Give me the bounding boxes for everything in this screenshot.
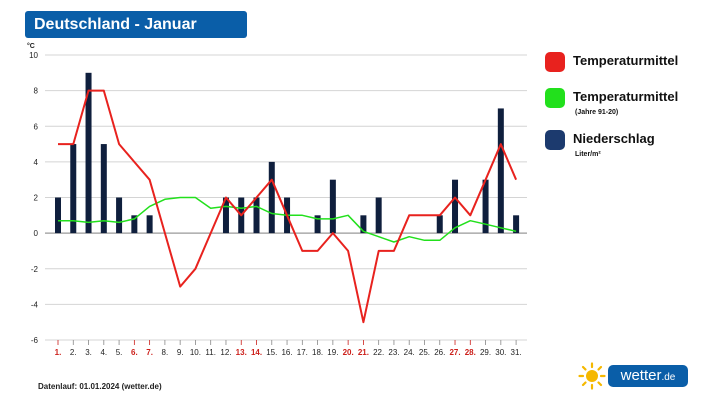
sun-icon xyxy=(578,362,606,390)
x-tick-label: 1. xyxy=(55,348,62,357)
x-tick-label: 6. xyxy=(131,348,138,357)
wetter-logo-text: wetter.de xyxy=(608,365,688,387)
x-tick-label: 14. xyxy=(251,348,262,357)
x-tick-label: 5. xyxy=(116,348,123,357)
precip-bar xyxy=(314,215,321,234)
precip-bar xyxy=(131,215,138,234)
legend-label-precipitation: Niederschlag xyxy=(573,131,655,146)
precip-bar xyxy=(222,197,229,234)
x-tick-label: 3. xyxy=(85,348,92,357)
precip-bar xyxy=(497,108,504,234)
wetter-logo[interactable]: wetter.de xyxy=(578,362,690,390)
red-swatch-icon xyxy=(545,52,565,72)
x-tick-label: 20. xyxy=(343,348,354,357)
precip-bar xyxy=(100,144,107,234)
precip-bar xyxy=(375,197,382,234)
precip-bar xyxy=(253,197,260,234)
x-tick-label: 29. xyxy=(480,348,491,357)
y-tick-label: -6 xyxy=(31,336,39,345)
x-tick-label: 10. xyxy=(190,348,201,357)
precip-bar xyxy=(268,161,275,234)
x-tick-label: 21. xyxy=(358,348,369,357)
precip-bar xyxy=(513,215,520,234)
precip-bar xyxy=(85,72,92,234)
x-tick-label: 23. xyxy=(388,348,399,357)
legend-label-temperature-normal: Temperaturmittel xyxy=(573,89,679,104)
x-tick-label: 11. xyxy=(205,348,216,357)
x-tick-label: 28. xyxy=(465,348,476,357)
precip-bar xyxy=(452,179,459,234)
data-run-footer: Datenlauf: 01.01.2024 (wetter.de) xyxy=(38,382,162,391)
y-tick-label: -4 xyxy=(31,300,39,309)
x-tick-label: 17. xyxy=(297,348,308,357)
navy-swatch-icon xyxy=(545,130,565,150)
precip-bar xyxy=(55,197,61,234)
precip-bar xyxy=(70,144,77,234)
chart-title: Deutschland - Januar xyxy=(25,11,247,38)
y-tick-label: 8 xyxy=(34,87,39,96)
y-tick-label: 2 xyxy=(34,194,39,203)
temperature-line xyxy=(58,89,518,324)
precip-bar xyxy=(482,179,489,234)
x-tick-label: 24. xyxy=(404,348,415,357)
precip-bar xyxy=(146,215,153,234)
x-tick-label: 13. xyxy=(236,348,247,357)
x-tick-label: 9. xyxy=(177,348,184,357)
x-tick-label: 16. xyxy=(281,348,292,357)
y-tick-label: 4 xyxy=(34,158,39,167)
x-tick-label: 15. xyxy=(266,348,277,357)
x-tick-label: 30. xyxy=(495,348,506,357)
x-tick-label: 7. xyxy=(146,348,153,357)
logo-tld: .de xyxy=(661,372,676,383)
precip-bar xyxy=(436,215,443,234)
x-tick-label: 12. xyxy=(220,348,231,357)
x-tick-label: 4. xyxy=(100,348,107,357)
x-tick-label: 27. xyxy=(449,348,460,357)
y-tick-label: 6 xyxy=(34,122,39,131)
x-tick-label: 25. xyxy=(419,348,430,357)
x-tick-label: 26. xyxy=(434,348,445,357)
legend-sub-precipitation: Liter/m² xyxy=(575,151,601,158)
x-tick-label: 8. xyxy=(162,348,169,357)
x-tick-label: 18. xyxy=(312,348,323,357)
y-axis-unit: °C xyxy=(27,42,35,50)
y-tick-label: 10 xyxy=(29,51,38,60)
x-tick-label: 22. xyxy=(373,348,384,357)
precip-bar xyxy=(116,197,123,234)
precip-bar xyxy=(329,179,336,234)
x-tick-label: 31. xyxy=(511,348,522,357)
green-swatch-icon xyxy=(545,88,565,108)
x-tick-label: 19. xyxy=(327,348,338,357)
legend-sub-temperature-normal: (Jahre 91-20) xyxy=(575,109,619,116)
precip-bar xyxy=(360,215,367,234)
logo-brand: wetter xyxy=(620,367,662,384)
x-tick-label: 2. xyxy=(70,348,77,357)
y-tick-label: -2 xyxy=(31,265,39,274)
y-tick-label: 0 xyxy=(34,229,39,238)
legend-label-temperature: Temperaturmittel xyxy=(573,53,679,68)
